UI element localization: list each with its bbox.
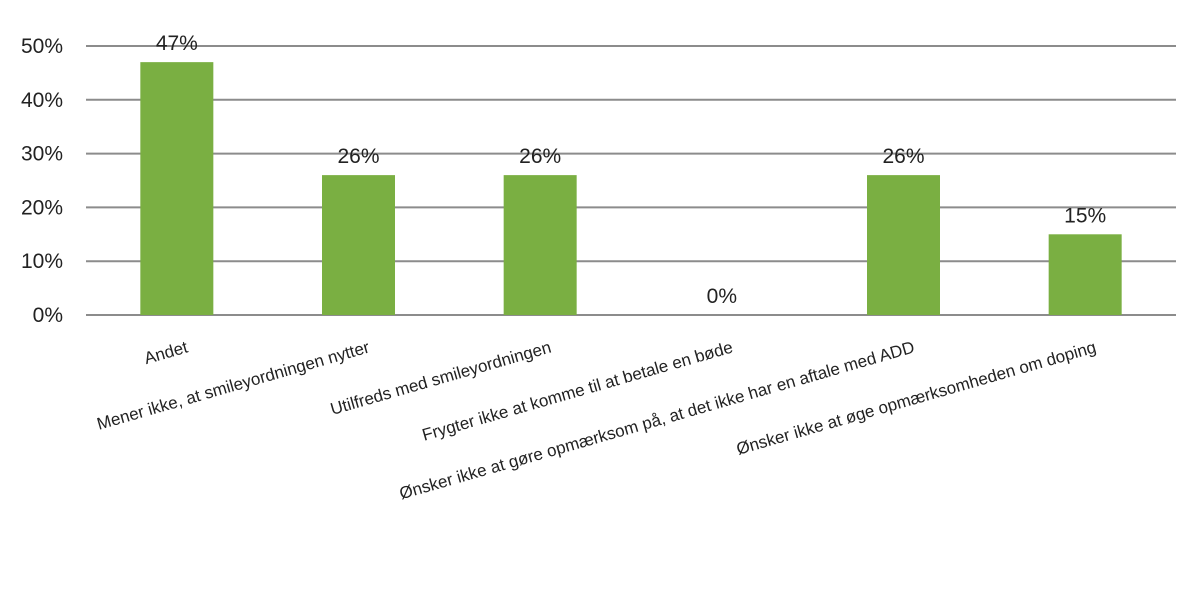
y-tick-label: 40%	[21, 89, 63, 112]
bar	[140, 62, 214, 315]
bar	[1048, 234, 1122, 315]
data-label: 26%	[519, 145, 561, 168]
bar	[867, 175, 940, 315]
bar	[322, 175, 395, 315]
gridlines	[86, 45, 1176, 316]
data-label: 0%	[707, 285, 737, 308]
y-tick-label: 10%	[21, 250, 63, 273]
data-label: 47%	[156, 32, 198, 55]
data-labels: 47% 26% 26% 0% 26% 15%	[156, 32, 1106, 308]
y-tick-label: 0%	[33, 304, 63, 327]
y-axis-tick-labels: 0% 10% 20% 30% 40% 50%	[21, 35, 63, 327]
y-tick-label: 20%	[21, 196, 63, 219]
y-tick-label: 30%	[21, 143, 63, 166]
data-label: 15%	[1064, 204, 1106, 227]
category-label: Mener ikke, at smileyordningen nytter	[95, 337, 372, 433]
data-label: 26%	[337, 145, 379, 168]
category-label: Frygter ikke at komme til at betale en b…	[420, 338, 735, 445]
category-label: Andet	[142, 338, 190, 369]
bar	[503, 175, 577, 315]
bars	[140, 62, 1122, 315]
y-tick-label: 50%	[21, 35, 63, 58]
data-label: 26%	[882, 145, 924, 168]
